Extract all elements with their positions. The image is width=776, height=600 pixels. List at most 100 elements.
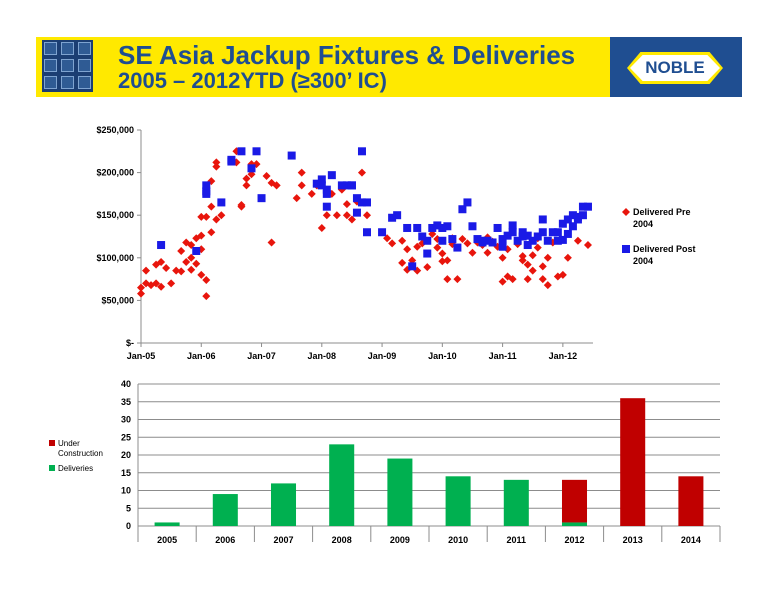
scatter-point-pre-2004: [438, 249, 447, 258]
scatter-point-pre-2004: [563, 253, 572, 262]
scatter-point-post-2004: [287, 151, 296, 160]
scatter-point-post-2004: [418, 232, 427, 241]
scatter-point-pre-2004: [403, 245, 412, 254]
scatter-point-post-2004: [543, 236, 552, 245]
scatter-point-post-2004: [578, 211, 587, 220]
scatter-point-post-2004: [347, 181, 356, 190]
bar-x-tick-label: 2007: [273, 535, 293, 545]
scatter-point-post-2004: [538, 215, 547, 224]
scatter-point-pre-2004: [342, 200, 351, 209]
scatter-point-pre-2004: [498, 253, 507, 262]
bar-x-tick-label: 2013: [623, 535, 643, 545]
scatter-point-pre-2004: [408, 256, 417, 265]
scatter-point-pre-2004: [453, 275, 462, 284]
scatter-point-pre-2004: [458, 235, 467, 244]
scatter-point-pre-2004: [212, 158, 221, 167]
bar-deliveries: [445, 476, 471, 526]
scatter-point-pre-2004: [247, 170, 256, 179]
scatter-point-post-2004: [583, 202, 592, 211]
scatter-point-pre-2004: [312, 181, 321, 190]
scatter-point-post-2004: [247, 164, 256, 173]
scatter-point-pre-2004: [468, 248, 477, 257]
scatter-point-pre-2004: [202, 275, 211, 284]
scatter-point-pre-2004: [518, 252, 527, 261]
scatter-point-pre-2004: [438, 257, 447, 266]
bar-x-tick-label: 2011: [507, 535, 527, 545]
bar-x-tick-label: 2012: [564, 535, 584, 545]
scatter-point-post-2004: [518, 228, 527, 237]
scatter-point-post-2004: [518, 232, 527, 241]
scatter-point-pre-2004: [558, 270, 567, 279]
scatter-point-post-2004: [423, 236, 432, 245]
scatter-point-post-2004: [393, 211, 402, 220]
scatter-point-post-2004: [202, 189, 211, 198]
scatter-point-post-2004: [363, 228, 371, 237]
scatter-point-pre-2004: [202, 292, 211, 301]
scatter-point-pre-2004: [448, 234, 457, 243]
scatter-point-post-2004: [227, 155, 236, 164]
scatter-x-tick-label: Jan-08: [308, 351, 337, 361]
scatter-point-pre-2004: [443, 275, 452, 284]
bar-under-construction: [678, 476, 704, 526]
scatter-point-post-2004: [563, 229, 572, 238]
scatter-point-post-2004: [327, 171, 336, 180]
scatter-y-tick-label: $250,000: [96, 125, 134, 135]
bar-deliveries: [561, 522, 588, 526]
scatter-point-post-2004: [408, 262, 417, 271]
scatter-point-post-2004: [548, 228, 557, 237]
scatter-point-post-2004: [553, 228, 562, 237]
scatter-point-post-2004: [388, 213, 397, 222]
bar-under-construction: [620, 398, 646, 526]
scatter-point-post-2004: [347, 181, 356, 190]
scatter-point-pre-2004: [237, 200, 246, 209]
scatter-point-post-2004: [568, 211, 577, 220]
scatter-point-pre-2004: [212, 215, 221, 224]
scatter-point-pre-2004: [137, 283, 145, 292]
scatter-point-pre-2004: [398, 236, 407, 245]
scatter-point-post-2004: [573, 215, 582, 224]
scatter-x-tick-label: Jan-12: [549, 351, 578, 361]
scatter-point-pre-2004: [297, 181, 306, 190]
scatter-point-post-2004: [488, 238, 497, 247]
scatter-point-pre-2004: [363, 211, 371, 220]
scatter-point-pre-2004: [247, 160, 256, 169]
scatter-point-pre-2004: [418, 239, 427, 248]
scatter-point-post-2004: [463, 198, 472, 207]
scatter-y-tick-label: $200,000: [96, 168, 134, 178]
scatter-point-pre-2004: [162, 264, 171, 273]
bar-x-tick-label: 2006: [215, 535, 235, 545]
bar-deliveries: [270, 483, 297, 526]
scatter-y-tick-label: $-: [126, 338, 134, 348]
scatter-point-post-2004: [342, 181, 351, 190]
legend-swatch-under-construction: [49, 440, 55, 446]
scatter-point-pre-2004: [267, 178, 276, 187]
scatter-point-pre-2004: [403, 265, 412, 274]
scatter-point-post-2004: [553, 236, 562, 245]
scatter-point-pre-2004: [518, 256, 527, 265]
scatter-point-post-2004: [563, 215, 572, 224]
legend-label: Delivered Pre: [633, 207, 691, 217]
scatter-point-post-2004: [443, 222, 452, 231]
scatter-point-pre-2004: [252, 160, 261, 169]
scatter-point-pre-2004: [523, 275, 532, 284]
scatter-point-pre-2004: [548, 238, 557, 247]
scatter-point-post-2004: [523, 241, 532, 250]
scatter-point-pre-2004: [583, 241, 592, 250]
scatter-point-pre-2004: [242, 181, 251, 190]
scatter-point-pre-2004: [443, 256, 452, 265]
scatter-point-pre-2004: [398, 258, 407, 267]
scatter-point-post-2004: [458, 205, 467, 214]
page-title: SE Asia Jackup Fixtures & Deliveries: [118, 40, 576, 70]
scatter-y-tick-label: $100,000: [96, 253, 134, 263]
scatter-point-post-2004: [378, 228, 387, 237]
scatter-point-post-2004: [513, 236, 522, 245]
scatter-point-post-2004: [217, 198, 226, 207]
scatter-point-post-2004: [523, 231, 532, 240]
bar-y-tick-label: 25: [121, 432, 131, 442]
scatter-point-pre-2004: [503, 272, 512, 281]
scatter-point-pre-2004: [207, 177, 216, 186]
legend-label: Delivered Post: [633, 244, 696, 254]
scatter-point-post-2004: [192, 246, 201, 255]
bar-under-construction: [561, 479, 588, 523]
scatter-point-post-2004: [157, 241, 166, 250]
